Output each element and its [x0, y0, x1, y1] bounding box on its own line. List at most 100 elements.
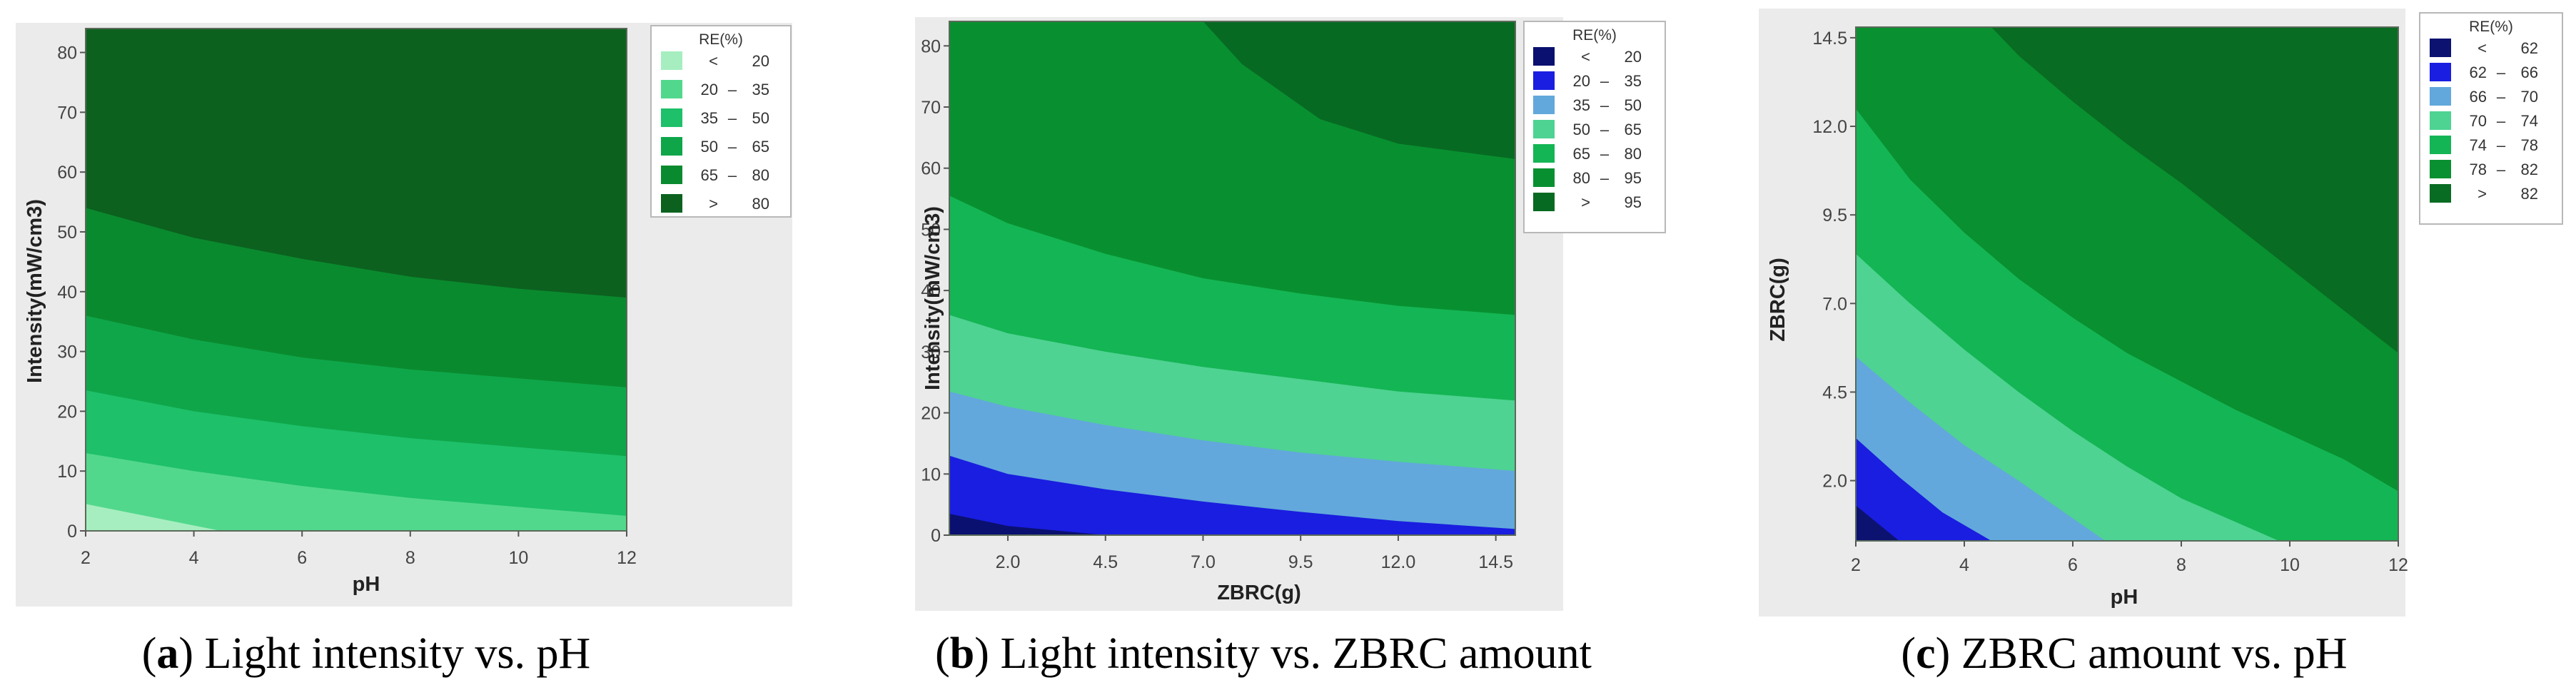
- panel-c-caption: (c) ZBRC amount vs. pH: [1901, 629, 2347, 678]
- panel-b-y-tick-label: 60: [921, 159, 941, 179]
- panel-a-x-tick-label: 2: [81, 548, 91, 568]
- panel-b-legend-low: <: [1581, 48, 1590, 66]
- panel-b-x-axis-title: ZBRC(g): [1217, 582, 1301, 604]
- panel-b-legend-swatch: [1533, 168, 1555, 187]
- panel-c-contour-region-66: [1856, 438, 2398, 541]
- panel-b-legend-dash: –: [1600, 145, 1610, 163]
- panel-c-x-axis-title: pH: [2111, 586, 2138, 609]
- panel-c-legend-low: 74: [2470, 136, 2487, 154]
- panel-c-x-tick-label: 10: [2280, 555, 2300, 575]
- panel-c-legend-swatch: [2430, 184, 2451, 203]
- panel-b-y-tick-label: 10: [921, 465, 941, 484]
- panel-c-y-tick-label: 7.0: [1822, 294, 1847, 314]
- panel-a-legend-title: RE(%): [699, 31, 743, 48]
- panel-c-legend-swatch: [2430, 111, 2451, 130]
- panel-b-y-tick-label: 30: [921, 342, 941, 362]
- panel-c-legend-dash: –: [2497, 161, 2506, 178]
- panel-b-x-tick-label: 7.0: [1191, 552, 1216, 572]
- panel-c-y-tick-label: 12.0: [1812, 117, 1847, 137]
- panel-a-x-tick-label: 6: [297, 548, 307, 568]
- panel-b-plot-border: [949, 21, 1516, 536]
- panel-a-x-tick-label: 12: [617, 548, 637, 568]
- panel-c-y-tick-label: 9.5: [1822, 206, 1847, 225]
- panel-a-legend-low: <: [709, 52, 718, 70]
- panel-b-x-tick-label: 12.0: [1381, 552, 1416, 572]
- panel-b-legend-swatch: [1533, 47, 1555, 66]
- panel-c-legend-low: 78: [2470, 161, 2487, 178]
- panel-c-legend-dash: –: [2497, 136, 2506, 154]
- panel-c-legend-swatch: [2430, 136, 2451, 154]
- panel-b-x-ticks: 2.0 4.5 7.0 9.5 12.0 14.5: [996, 535, 1513, 572]
- panel-c-legend-high: 74: [2521, 112, 2538, 130]
- panel-c-x-tick-label: 8: [2176, 555, 2186, 575]
- panel-c-legend-high: 70: [2521, 88, 2538, 106]
- panel-a-legend-low: 35: [701, 109, 718, 127]
- panel-b-legend-swatch: [1533, 96, 1555, 114]
- panel-b-caption: (b) Light intensity vs. ZBRC amount: [935, 629, 1592, 678]
- panel-a-plot-border: [85, 28, 627, 532]
- panel-b-x-tick-label: 2.0: [996, 552, 1021, 572]
- panel-b-contour-region-20: [949, 514, 1515, 535]
- panel-a-legend-high: 80: [752, 166, 769, 184]
- panel-c-legend-low: 62: [2470, 64, 2487, 81]
- panel-c-plot-area: [1855, 26, 2399, 542]
- panel-a-y-tick-label: 10: [57, 462, 77, 482]
- panel-c-x-tick-label: 12: [2388, 555, 2408, 575]
- panel-a-contour-region-20: [86, 504, 627, 531]
- panel-b-x-tick-label: 4.5: [1093, 552, 1118, 572]
- panel-b-legend-high: 20: [1625, 48, 1642, 66]
- panel-b-legend-high: 95: [1625, 193, 1642, 211]
- panel-b-legend-high: 50: [1625, 96, 1642, 114]
- panel-b-x-tick-label: 14.5: [1478, 552, 1513, 572]
- panel-a-legend-low: 50: [701, 138, 718, 156]
- panel-c-x-tick-label: 2: [1851, 555, 1861, 575]
- panel-c-y-tick-label: 4.5: [1822, 382, 1847, 402]
- panel-a-legend-high: 65: [752, 138, 769, 156]
- panel-a-caption: (a) Light intensity vs. pH: [142, 629, 591, 678]
- panel-a-y-tick-label: 80: [57, 44, 77, 64]
- panel-b-legend-swatch: [1533, 120, 1555, 138]
- panel-a-y-tick-label: 70: [57, 103, 77, 123]
- panel-b-y-axis-title: Intensity(mW/cm3): [921, 206, 944, 390]
- panel-a-legend-swatch: [661, 51, 682, 70]
- panel-a-legend-swatch: [661, 108, 682, 127]
- panel-a-y-axis-title: Intensity(mW/cm3): [24, 199, 46, 383]
- panel-a-x-tick-label: 10: [508, 548, 528, 568]
- panel-c-y-tick-label: 2.0: [1822, 472, 1847, 492]
- panel-a-legend-high: 50: [752, 109, 769, 127]
- panel-c-plot-border: [1855, 26, 2399, 542]
- panel-b-y-tick-label: 0: [931, 526, 941, 546]
- panel-a-legend-high: 20: [752, 52, 769, 70]
- panel-a-caption-label: a: [156, 629, 178, 678]
- panel-a-y-tick-label: 40: [57, 283, 77, 303]
- panel-a-x-ticks: 2 4 6 8 10 12: [81, 531, 637, 568]
- panel-b-y-tick-label: 70: [921, 98, 941, 118]
- panel-a-y-tick-label: 30: [57, 342, 77, 362]
- panel-b-legend-high: 95: [1625, 169, 1642, 187]
- panel-a-legend-swatch: [661, 137, 682, 156]
- panel-a-x-tick-label: 8: [405, 548, 415, 568]
- panel-c-contour-region-70: [1856, 356, 2398, 541]
- panel-a-legend-dash: –: [728, 109, 737, 127]
- panel-c-y-ticks: 2.0 4.5 7.0 9.5 12.0 14.5: [1812, 29, 1856, 492]
- panel-b-legend-dash: –: [1600, 169, 1610, 187]
- panel-c-y-tick-label: 14.5: [1812, 29, 1847, 49]
- panel-b-legend-low: 65: [1573, 145, 1590, 163]
- panel-c-legend-high: 66: [2521, 64, 2538, 81]
- panel-c-legend-dash: –: [2497, 64, 2506, 81]
- panel-b-x-tick-label: 9.5: [1288, 552, 1313, 572]
- panel-b-y-ticks: 0 10 20 30 40 50 60 70 80: [921, 36, 949, 546]
- panel-c-legend-swatch: [2430, 39, 2451, 57]
- panel-b-legend-high: 65: [1625, 121, 1642, 138]
- panel-c-x-ticks: 2 4 6 8 10 12: [1851, 541, 2408, 575]
- panel-a-legend-high: 35: [752, 81, 769, 98]
- panel-b-contour-region-35: [949, 455, 1515, 535]
- panel-c-legend-swatch: [2430, 63, 2451, 81]
- panel-b-y-tick-label: 80: [921, 36, 941, 56]
- panel-a-y-ticks: 0 10 20 30 40 50 60 70 80: [57, 44, 86, 542]
